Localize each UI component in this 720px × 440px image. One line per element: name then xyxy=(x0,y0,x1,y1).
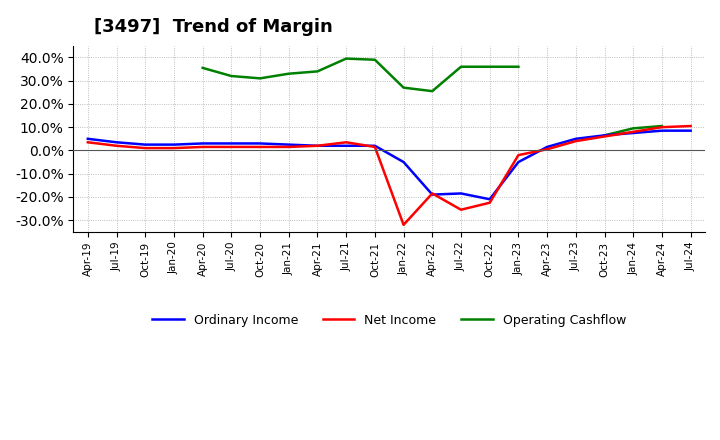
Net Income xyxy=(400,222,408,227)
Operating Cashflow xyxy=(428,88,436,94)
Net Income xyxy=(657,125,666,130)
Operating Cashflow xyxy=(313,69,322,74)
Net Income xyxy=(84,139,92,145)
Ordinary Income xyxy=(141,142,150,147)
Ordinary Income xyxy=(84,136,92,141)
Ordinary Income xyxy=(342,143,351,148)
Net Income xyxy=(141,146,150,151)
Line: Net Income: Net Income xyxy=(88,126,690,225)
Operating Cashflow xyxy=(256,76,264,81)
Operating Cashflow xyxy=(456,64,465,70)
Ordinary Income xyxy=(686,128,695,133)
Net Income xyxy=(198,144,207,150)
Line: Operating Cashflow: Operating Cashflow xyxy=(202,59,518,91)
Ordinary Income xyxy=(170,142,179,147)
Operating Cashflow xyxy=(371,57,379,62)
Ordinary Income xyxy=(256,141,264,146)
Ordinary Income xyxy=(227,141,235,146)
Ordinary Income xyxy=(428,192,436,197)
Net Income xyxy=(629,129,637,135)
Ordinary Income xyxy=(572,136,580,141)
Operating Cashflow xyxy=(227,73,235,79)
Net Income xyxy=(313,143,322,148)
Ordinary Income xyxy=(400,159,408,165)
Ordinary Income xyxy=(485,197,494,202)
Net Income xyxy=(514,152,523,158)
Text: [3497]  Trend of Margin: [3497] Trend of Margin xyxy=(94,18,333,36)
Net Income xyxy=(227,144,235,150)
Ordinary Income xyxy=(313,143,322,148)
Net Income xyxy=(543,147,552,152)
Operating Cashflow xyxy=(284,71,293,77)
Ordinary Income xyxy=(543,144,552,150)
Operating Cashflow xyxy=(514,64,523,70)
Net Income xyxy=(170,146,179,151)
Ordinary Income xyxy=(514,159,523,165)
Net Income xyxy=(428,191,436,196)
Net Income xyxy=(456,207,465,213)
Net Income xyxy=(686,123,695,128)
Operating Cashflow xyxy=(400,85,408,90)
Ordinary Income xyxy=(112,139,121,145)
Legend: Ordinary Income, Net Income, Operating Cashflow: Ordinary Income, Net Income, Operating C… xyxy=(148,309,631,332)
Net Income xyxy=(112,143,121,148)
Net Income xyxy=(342,139,351,145)
Ordinary Income xyxy=(284,142,293,147)
Net Income xyxy=(256,144,264,150)
Net Income xyxy=(485,200,494,205)
Net Income xyxy=(284,144,293,150)
Operating Cashflow xyxy=(342,56,351,61)
Ordinary Income xyxy=(456,191,465,196)
Ordinary Income xyxy=(629,130,637,136)
Net Income xyxy=(600,134,609,139)
Ordinary Income xyxy=(657,128,666,133)
Net Income xyxy=(371,144,379,150)
Ordinary Income xyxy=(600,133,609,138)
Ordinary Income xyxy=(198,141,207,146)
Operating Cashflow xyxy=(198,65,207,70)
Ordinary Income xyxy=(371,143,379,148)
Net Income xyxy=(572,139,580,144)
Operating Cashflow xyxy=(485,64,494,70)
Line: Ordinary Income: Ordinary Income xyxy=(88,131,690,199)
